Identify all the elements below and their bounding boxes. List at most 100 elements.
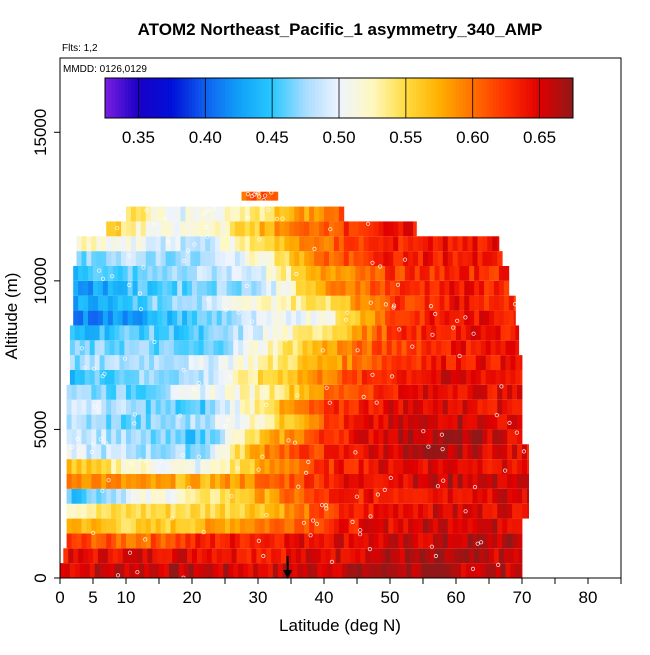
heatmap-cell — [348, 488, 355, 504]
sample-point — [314, 521, 319, 526]
heatmap-cell — [432, 459, 439, 474]
heatmap-cell — [465, 340, 472, 356]
heatmap-cell — [338, 221, 345, 237]
heatmap-cell — [172, 548, 178, 564]
heatmap-cell — [517, 488, 523, 504]
heatmap-cell — [431, 370, 437, 385]
heatmap-cell — [297, 355, 303, 370]
heatmap-cell — [477, 474, 483, 489]
heatmap-cell — [185, 444, 191, 460]
sample-point — [129, 461, 134, 466]
sample-point — [244, 283, 249, 288]
heatmap-cell — [320, 266, 327, 281]
heatmap-cell — [91, 384, 97, 400]
heatmap-cell — [452, 251, 459, 266]
heatmap-cell — [200, 251, 206, 266]
colorbar-segment — [462, 78, 467, 118]
heatmap-cell — [314, 384, 320, 400]
heatmap-cell — [383, 474, 389, 489]
heatmap-cell — [398, 488, 404, 504]
heatmap-cell — [183, 355, 190, 370]
heatmap-cell — [279, 503, 285, 519]
heatmap-cell — [365, 266, 371, 281]
heatmap-cell — [352, 563, 358, 578]
heatmap-cell — [91, 399, 97, 415]
heatmap-cell — [175, 474, 181, 489]
heatmap-cell — [423, 444, 429, 460]
heatmap-cell — [394, 295, 401, 311]
heatmap-cell — [342, 563, 348, 578]
heatmap-cell — [401, 563, 407, 578]
heatmap-cell — [423, 236, 429, 252]
heatmap-cell — [413, 533, 419, 549]
heatmap-cell — [363, 236, 369, 252]
heatmap-cell — [492, 488, 498, 504]
heatmap-cell — [165, 429, 171, 445]
heatmap-cell — [393, 533, 399, 549]
heatmap-cell — [510, 355, 516, 370]
heatmap-cell — [135, 221, 142, 237]
colorbar-segment — [382, 78, 387, 118]
heatmap-cell — [256, 280, 262, 296]
heatmap-cell — [238, 563, 244, 578]
heatmap-cell — [96, 518, 102, 534]
heatmap-cell — [170, 459, 176, 474]
heatmap-cell — [111, 251, 117, 266]
heatmap-cell — [317, 563, 323, 578]
heatmap-cell — [122, 310, 129, 326]
heatmap-cell — [60, 563, 66, 578]
heatmap-cell — [135, 533, 142, 549]
sample-point — [91, 442, 96, 447]
heatmap-cell — [391, 563, 397, 578]
heatmap-cell — [343, 533, 350, 549]
heatmap-cell — [426, 355, 432, 370]
sample-point — [170, 516, 175, 521]
heatmap-cell — [497, 236, 500, 252]
heatmap-cell — [319, 518, 325, 534]
heatmap-cell — [84, 340, 91, 356]
heatmap-cell — [495, 370, 501, 385]
heatmap-cell — [193, 370, 199, 385]
heatmap-cell — [348, 414, 355, 430]
heatmap-cell — [130, 444, 137, 460]
heatmap-cell — [192, 280, 198, 296]
heatmap-cell — [498, 266, 505, 281]
heatmap-cell — [427, 384, 434, 400]
heatmap-cell — [328, 503, 335, 519]
heatmap-cell — [185, 518, 191, 534]
heatmap-cell — [126, 414, 132, 430]
heatmap-cell — [431, 340, 437, 356]
heatmap-cell — [446, 340, 452, 356]
heatmap-cell — [277, 340, 284, 356]
heatmap-cell — [144, 563, 150, 578]
heatmap-cell — [307, 355, 313, 370]
heatmap-cell — [343, 251, 350, 266]
heatmap-cell — [324, 518, 330, 534]
heatmap-cell — [175, 503, 181, 519]
heatmap-cell — [249, 236, 256, 252]
heatmap-cell — [459, 548, 465, 564]
heatmap-cell — [269, 399, 275, 415]
heatmap-cell — [484, 295, 490, 311]
heatmap-cell — [284, 533, 290, 549]
heatmap-cell — [130, 251, 137, 266]
colorbar-segment — [509, 78, 514, 118]
heatmap-cell — [88, 295, 94, 311]
heatmap-cell — [408, 459, 414, 474]
heatmap-cell — [414, 310, 421, 326]
heatmap-cell — [134, 355, 140, 370]
heatmap-cell — [482, 518, 488, 534]
heatmap-cell — [284, 221, 290, 237]
heatmap-cell — [441, 563, 447, 578]
heatmap-cell — [99, 355, 105, 370]
heatmap-cell — [441, 355, 447, 370]
heatmap-cell — [447, 533, 454, 549]
heatmap-cell — [279, 206, 285, 222]
heatmap-cell — [497, 384, 503, 400]
heatmap-cell — [185, 414, 191, 430]
heatmap-cell — [223, 325, 229, 341]
heatmap-cell — [467, 399, 473, 415]
heatmap-cell — [368, 444, 374, 460]
heatmap-cell — [266, 295, 272, 311]
heatmap-cell — [84, 355, 91, 370]
